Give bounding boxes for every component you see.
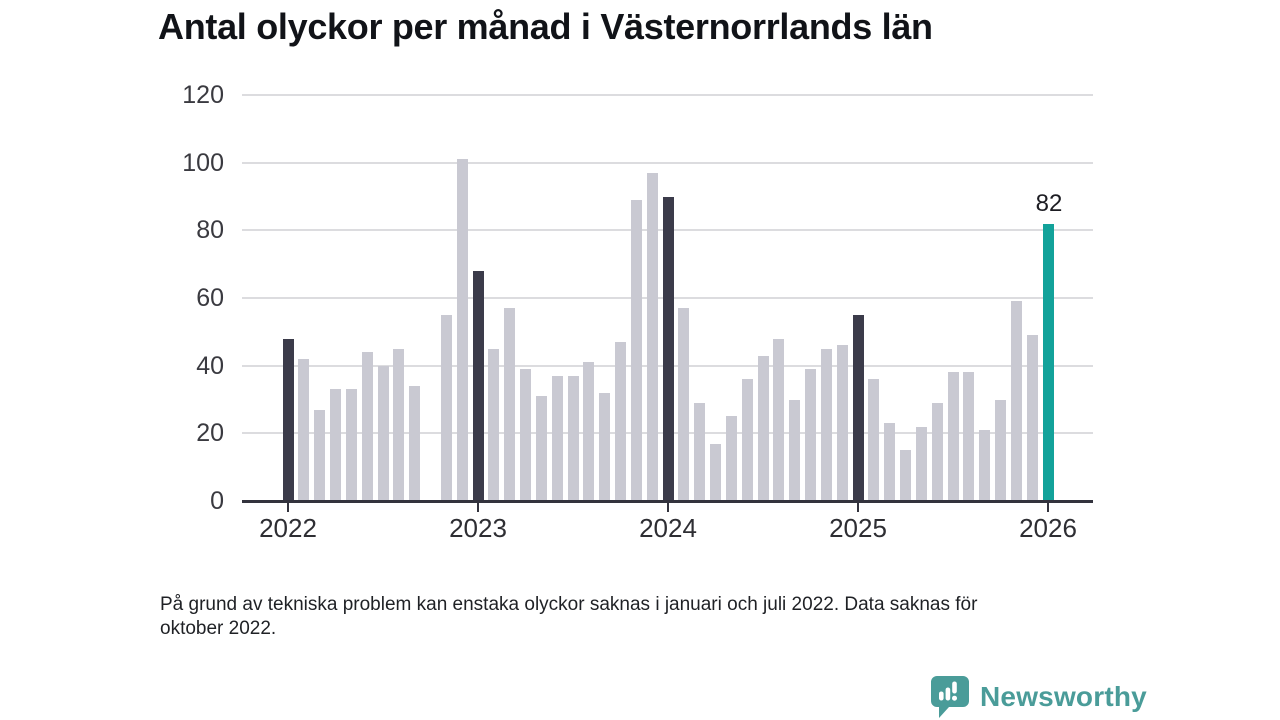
bar-2024-03 <box>694 402 706 501</box>
bar-2025-06 <box>931 402 943 501</box>
bar-2025-07 <box>947 372 959 501</box>
bar-2022-06 <box>361 352 373 501</box>
gridline-y120 <box>242 94 1093 96</box>
y-axis-label-100: 100 <box>182 148 224 177</box>
chart-footnote: På grund av tekniska problem kan enstaka… <box>160 593 1110 641</box>
bar-2022-07 <box>377 365 389 501</box>
bar-2022-01 <box>282 338 294 501</box>
y-axis-label-60: 60 <box>196 284 224 312</box>
bar-2023-02 <box>488 348 500 502</box>
x-axis-tick-2026 <box>1047 503 1049 512</box>
bar-2023-05 <box>535 396 547 501</box>
bar-2023-04 <box>520 369 531 501</box>
x-axis-label-2023: 2023 <box>449 513 507 543</box>
bar-2022-05 <box>345 389 357 502</box>
highlight-value-label: 82 <box>1035 189 1063 217</box>
bar-2024-11 <box>820 348 832 502</box>
bar-2025-10 <box>995 399 1006 501</box>
x-axis-tick-2025 <box>857 503 859 512</box>
bar-2025-01 <box>852 314 864 501</box>
y-axis-label-120: 120 <box>182 81 224 109</box>
gridline-y100 <box>242 161 1093 164</box>
bar-2022-09 <box>409 386 421 501</box>
bar-2025-11 <box>1010 301 1022 501</box>
bar-2022-12 <box>456 159 468 501</box>
bar-2023-06 <box>551 375 563 501</box>
speech-bubble-bar-chart-icon <box>930 675 970 719</box>
x-axis-label-2022: 2022 <box>259 513 317 543</box>
y-axis-label-40: 40 <box>196 351 224 380</box>
y-axis-label-80: 80 <box>196 216 224 245</box>
bar-2023-09 <box>599 392 611 501</box>
bar-2025-04 <box>900 450 911 502</box>
chart-title: Antal olyckor per månad i Västernorrland… <box>158 6 933 47</box>
bar-2024-04 <box>710 443 721 501</box>
footnote-line-2: oktober 2022. <box>160 618 277 639</box>
bar-2023-12 <box>646 172 658 501</box>
bar-2024-10 <box>805 369 816 501</box>
bar-2024-08 <box>773 338 785 501</box>
x-axis-tick-2024 <box>667 503 669 512</box>
bar-2024-07 <box>757 355 769 501</box>
x-axis-tick-2022 <box>287 503 289 512</box>
bar-2022-08 <box>393 348 405 502</box>
bar-2022-02 <box>298 358 310 501</box>
y-axis-label-20: 20 <box>196 419 224 448</box>
bar-2025-08 <box>963 372 975 501</box>
x-axis-tick-2023 <box>477 503 479 512</box>
bar-2024-01 <box>662 196 674 501</box>
bar-2023-07 <box>567 375 579 501</box>
bar-2024-09 <box>789 399 801 501</box>
bar-2024-12 <box>836 345 848 501</box>
x-axis-line <box>242 500 1093 503</box>
bar-2026-01 <box>1042 223 1054 501</box>
bar-2023-08 <box>583 362 595 501</box>
bar-2024-05 <box>725 416 737 501</box>
bar-2025-09 <box>979 429 991 501</box>
bar-2025-05 <box>915 426 927 501</box>
y-axis-label-0: 0 <box>210 487 224 515</box>
bar-2023-03 <box>504 308 516 501</box>
bar-2024-02 <box>678 308 690 501</box>
bar-2024-06 <box>741 379 753 501</box>
newsworthy-brand: Newsworthy <box>930 676 1147 718</box>
x-axis-label-2025: 2025 <box>829 513 887 543</box>
bar-2025-03 <box>884 423 896 501</box>
newsworthy-logo-text: Newsworthy <box>980 681 1147 712</box>
footnote-line-1: På grund av tekniska problem kan enstaka… <box>160 594 978 615</box>
bar-2023-11 <box>630 199 642 501</box>
bar-2025-02 <box>868 379 880 501</box>
bar-2023-10 <box>615 342 626 501</box>
bar-2022-04 <box>330 389 341 502</box>
bar-2022-11 <box>440 314 452 501</box>
bar-2025-12 <box>1026 335 1038 501</box>
bar-2023-01 <box>472 270 484 501</box>
x-axis-label-2024: 2024 <box>639 513 697 543</box>
x-axis-label-2026: 2026 <box>1019 513 1077 543</box>
bar-2022-03 <box>314 409 326 501</box>
